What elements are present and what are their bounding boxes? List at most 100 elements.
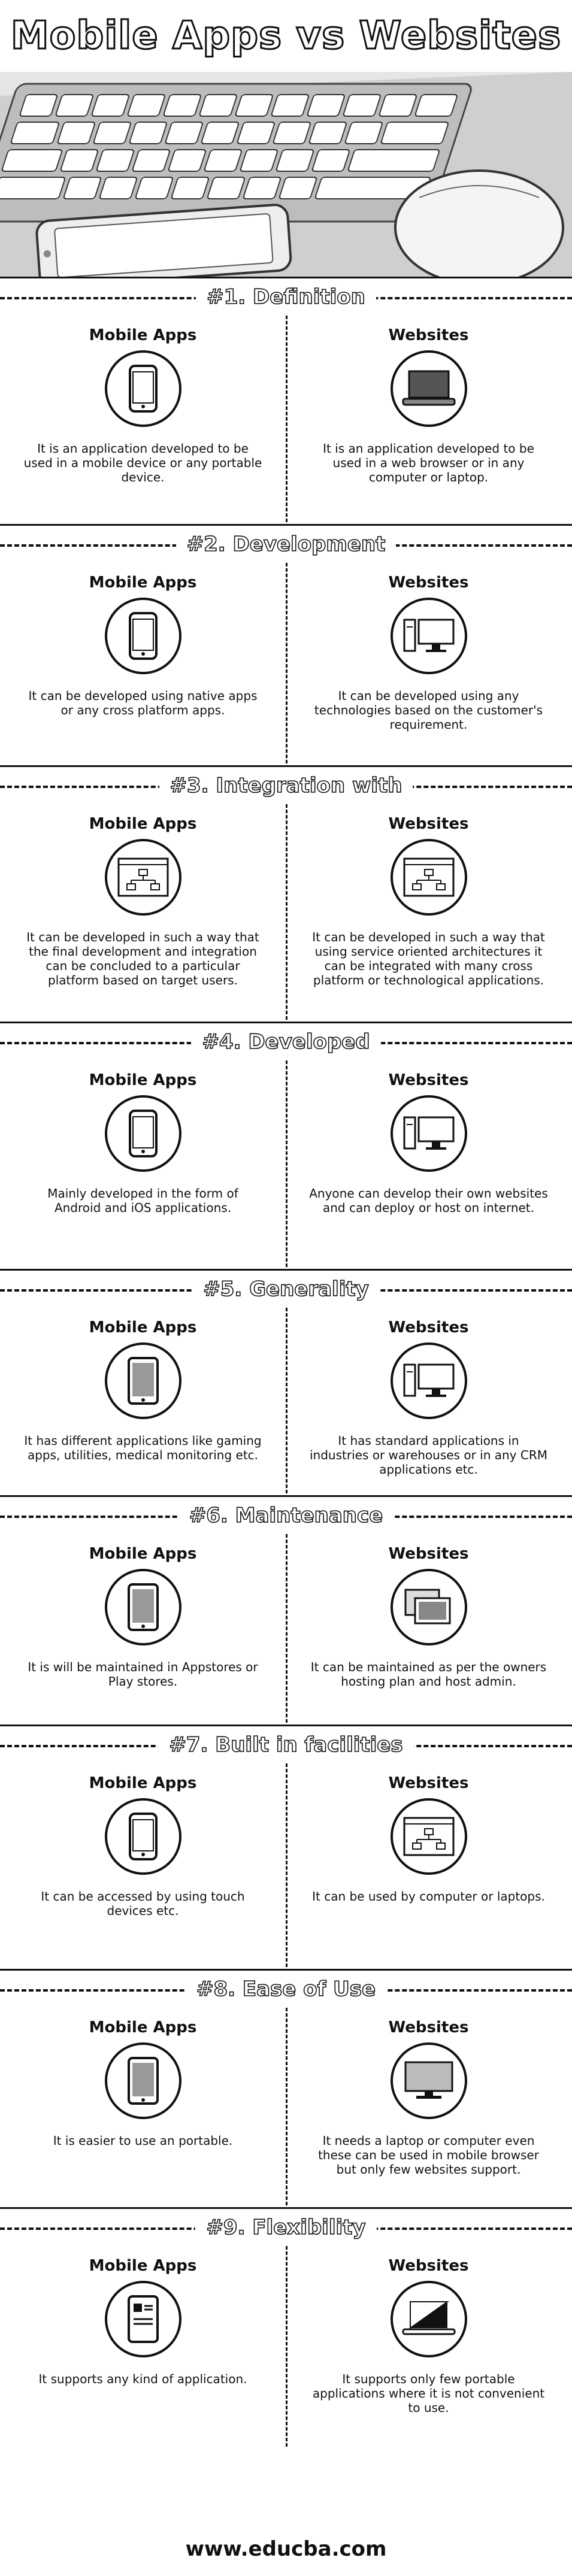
mobile-apps-description: Mainly developed in the form of Android … xyxy=(47,1186,238,1215)
keyboard-phone-illustration xyxy=(0,72,572,277)
column-heading-mobile: Mobile Apps xyxy=(89,1545,197,1563)
column-heading-mobile: Mobile Apps xyxy=(89,1319,197,1337)
tablet-icon xyxy=(104,1342,181,1419)
mobile-apps-column: Mobile Apps It can be developed in such a… xyxy=(0,804,286,1020)
mobile-apps-description: It is will be maintained in Appstores or… xyxy=(28,1660,258,1689)
column-divider xyxy=(286,1763,287,1967)
desktop-computer-icon xyxy=(390,1342,467,1419)
comparison-section: #8. Ease of Use Mobile Apps It is easier t… xyxy=(0,1969,572,2207)
websites-column: Websites It can be maintained as per the … xyxy=(286,1534,571,1723)
column-heading-mobile: Mobile Apps xyxy=(89,2257,197,2275)
websites-column: Websites It can be used by computer or la… xyxy=(286,1763,571,1967)
section-heading: #3. Integration with xyxy=(159,773,413,798)
column-heading-mobile: Mobile Apps xyxy=(89,326,197,344)
section-heading-bar: #6. Maintenance xyxy=(0,1497,572,1534)
column-heading-websites: Websites xyxy=(388,1774,469,1792)
mobile-apps-column: Mobile Apps It is easier to use an portab… xyxy=(0,2008,286,2205)
column-heading-websites: Websites xyxy=(388,1545,469,1563)
mobile-apps-description: It has different applications like gamin… xyxy=(24,1434,262,1462)
column-heading-websites: Websites xyxy=(388,574,469,592)
column-divider xyxy=(286,2246,287,2447)
websites-column: Websites Anyone can develop their own web… xyxy=(286,1060,571,1267)
comparison-section: #9. Flexibility Mobile Apps It supports an… xyxy=(0,2207,572,2448)
desktop-computer-icon xyxy=(390,1095,467,1172)
comparison-section: #7. Built in facilities Mobile Apps It can… xyxy=(0,1725,572,1969)
column-heading-websites: Websites xyxy=(388,326,469,344)
websites-column: Websites It needs a laptop or computer ev… xyxy=(286,2008,571,2205)
smartphone-icon xyxy=(104,1095,181,1172)
mobile-apps-column: Mobile Apps It is will be maintained in A… xyxy=(0,1534,286,1723)
network-diagram-icon xyxy=(104,839,181,916)
comparison-section: #6. Maintenance Mobile Apps It is will be … xyxy=(0,1495,572,1725)
column-heading-mobile: Mobile Apps xyxy=(89,2019,197,2036)
websites-column: Websites It has standard applications in … xyxy=(286,1308,571,1493)
hero-image xyxy=(0,72,572,277)
mobile-apps-column: Mobile Apps It has different applications… xyxy=(0,1308,286,1493)
mobile-apps-column: Mobile Apps It is an application develope… xyxy=(0,316,286,522)
column-divider xyxy=(286,2008,287,2205)
desktop-computer-icon xyxy=(390,598,467,674)
column-heading-mobile: Mobile Apps xyxy=(89,815,197,833)
browser-windows-icon xyxy=(390,1569,467,1645)
section-heading: #8. Ease of Use xyxy=(185,1977,387,2002)
websites-description: It can be maintained as per the owners h… xyxy=(310,1660,547,1689)
section-heading-bar: #8. Ease of Use xyxy=(0,1971,572,2008)
column-divider xyxy=(286,804,287,1020)
column-heading-websites: Websites xyxy=(388,2019,469,2036)
mobile-apps-column: Mobile Apps Mainly developed in the form … xyxy=(0,1060,286,1267)
column-heading-websites: Websites xyxy=(388,2257,469,2275)
websites-column: Websites It supports only few portable ap… xyxy=(286,2246,571,2447)
section-heading: #1. Definition xyxy=(196,284,376,310)
column-divider xyxy=(286,1308,287,1493)
tablet-icon xyxy=(104,1569,181,1645)
column-divider xyxy=(286,1060,287,1267)
section-heading: #4. Developed xyxy=(191,1029,381,1054)
mobile-apps-description: It can be accessed by using touch device… xyxy=(41,1889,245,1918)
tablet-icon xyxy=(104,2042,181,2119)
smartphone-icon xyxy=(104,1798,181,1875)
websites-description: Anyone can develop their own websites an… xyxy=(309,1186,548,1215)
column-heading-websites: Websites xyxy=(388,815,469,833)
section-heading-bar: #5. Generality xyxy=(0,1271,572,1308)
mobile-apps-column: Mobile Apps It supports any kind of appli… xyxy=(0,2246,286,2447)
comparison-section: #2. Development Mobile Apps It can be deve… xyxy=(0,524,572,765)
footer: www.educba.com xyxy=(0,2522,572,2576)
section-heading: #6. Maintenance xyxy=(178,1503,394,1528)
websites-description: It can be used by computer or laptops. xyxy=(312,1889,545,1904)
mobile-apps-description: It is easier to use an portable. xyxy=(53,2133,233,2148)
column-heading-mobile: Mobile Apps xyxy=(89,1774,197,1792)
column-heading-mobile: Mobile Apps xyxy=(89,574,197,592)
column-divider xyxy=(286,1534,287,1723)
section-heading-bar: #4. Developed xyxy=(0,1023,572,1060)
mobile-apps-description: It can be developed in such a way that t… xyxy=(26,930,259,987)
laptop-icon xyxy=(390,2281,467,2357)
mobile-apps-description: It can be developed using native apps or… xyxy=(28,689,258,717)
section-heading-bar: #2. Development xyxy=(0,526,572,563)
websites-description: It supports only few portable applicatio… xyxy=(312,2372,545,2415)
section-heading-bar: #1. Definition xyxy=(0,278,572,316)
footer-website-link[interactable]: www.educba.com xyxy=(185,2537,387,2561)
section-heading: #2. Development xyxy=(175,532,397,557)
section-heading: #9. Flexibility xyxy=(195,2215,377,2240)
mobile-apps-description: It is an application developed to be use… xyxy=(23,441,262,484)
websites-column: Websites It can be developed using any te… xyxy=(286,563,571,763)
network-diagram-icon xyxy=(390,839,467,916)
section-heading: #7. Built in facilities xyxy=(158,1732,414,1757)
section-heading: #5. Generality xyxy=(192,1277,380,1302)
comparison-section: #4. Developed Mobile Apps Mainly developed… xyxy=(0,1022,572,1269)
column-heading-mobile: Mobile Apps xyxy=(89,1071,197,1089)
websites-column: Websites It is an application developed t… xyxy=(286,316,571,522)
comparison-section: #1. Definition Mobile Apps It is an applic… xyxy=(0,277,572,524)
websites-description: It is an application developed to be use… xyxy=(323,441,534,484)
websites-column: Websites It can be developed in such a wa… xyxy=(286,804,571,1020)
network-diagram-icon xyxy=(390,1798,467,1875)
section-heading-bar: #9. Flexibility xyxy=(0,2209,572,2246)
comparison-sections: #1. Definition Mobile Apps It is an applic… xyxy=(0,277,572,2448)
comparison-section: #5. Generality Mobile Apps It has differen… xyxy=(0,1269,572,1495)
comparison-section: #3. Integration with Mobile Apps It can be… xyxy=(0,765,572,1022)
column-divider xyxy=(286,563,287,763)
smartphone-icon xyxy=(104,350,181,427)
infographic-title-bar: Mobile Apps vs Websites xyxy=(0,0,572,72)
websites-description: It has standard applications in industri… xyxy=(310,1434,547,1477)
websites-description: It can be developed in such a way that u… xyxy=(312,930,545,987)
